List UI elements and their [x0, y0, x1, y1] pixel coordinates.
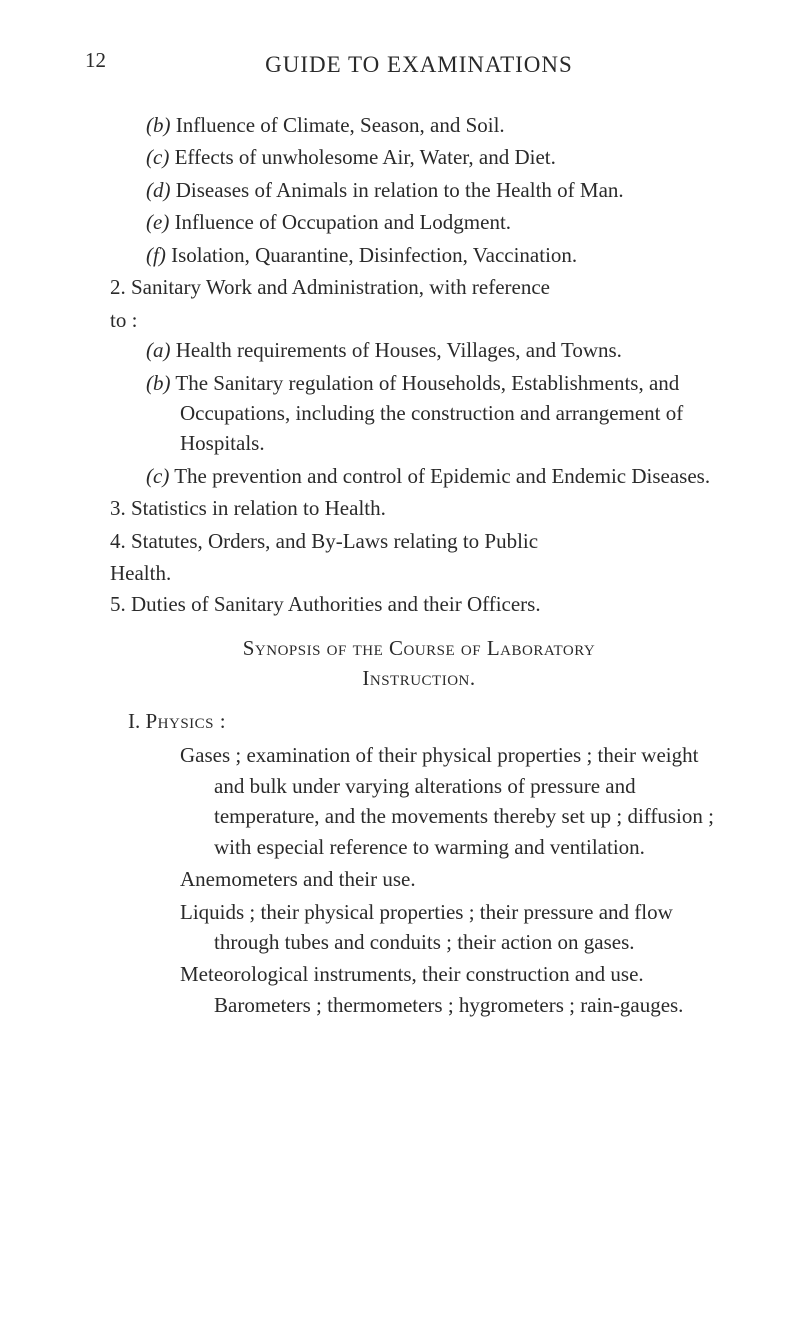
roman-label: I. — [128, 709, 140, 733]
item-label: (a) — [146, 338, 171, 362]
item-text: The Sanitary regulation of Households, E… — [175, 371, 683, 456]
paragraph: Anemometers and their use. — [110, 864, 728, 894]
item-label: 4. — [110, 529, 126, 553]
item-label: (f) — [146, 243, 166, 267]
paragraph: Meteorological instruments, their constr… — [110, 959, 728, 1020]
item-text: Diseases of Animals in relation to the H… — [176, 178, 624, 202]
item-label: (c) — [146, 464, 169, 488]
numbered-item: 4. Statutes, Orders, and By-Laws relatin… — [110, 526, 728, 556]
item-text: Isolation, Quarantine, Disinfection, Vac… — [171, 243, 577, 267]
numbered-item: 5. Duties of Sanitary Authorities and th… — [110, 589, 728, 619]
heading-line: Synopsis of the Course of Laboratory — [110, 633, 728, 663]
item-text: The prevention and control of Epidemic a… — [174, 464, 710, 488]
page-content: (b) Influence of Climate, Season, and So… — [110, 110, 728, 1020]
list-item: (a) Health requirements of Houses, Villa… — [110, 335, 728, 365]
paragraph: Liquids ; their physical properties ; th… — [110, 897, 728, 958]
item-label: 2. — [110, 275, 126, 299]
list-item: (c) The prevention and control of Epidem… — [110, 461, 728, 491]
item-text: Statutes, Orders, and By-Laws relating t… — [131, 529, 538, 553]
numbered-item: 2. Sanitary Work and Administration, wit… — [110, 272, 728, 302]
list-item: (e) Influence of Occupation and Lodgment… — [110, 207, 728, 237]
item-continuation: to : — [110, 305, 728, 335]
list-item: (f) Isolation, Quarantine, Disinfection,… — [110, 240, 728, 270]
list-item: (c) Effects of unwholesome Air, Water, a… — [110, 142, 728, 172]
item-text: Health requirements of Houses, Villages,… — [176, 338, 622, 362]
page-header: GUIDE TO EXAMINATIONS — [110, 52, 728, 78]
item-text: Sanitary Work and Administration, with r… — [131, 275, 550, 299]
item-continuation: Health. — [110, 558, 728, 588]
item-label: (e) — [146, 210, 169, 234]
item-label: 3. — [110, 496, 126, 520]
paragraph: Gases ; examination of their physical pr… — [110, 740, 728, 862]
item-label: (d) — [146, 178, 171, 202]
roman-section: I. Physics : — [110, 706, 728, 736]
item-text: Influence of Climate, Season, and Soil. — [176, 113, 505, 137]
item-label: (b) — [146, 113, 171, 137]
item-text: Statistics in relation to Health. — [131, 496, 386, 520]
section-heading: Synopsis of the Course of Laboratory Ins… — [110, 633, 728, 694]
item-text: Duties of Sanitary Authorities and their… — [131, 592, 541, 616]
list-item: (b) Influence of Climate, Season, and So… — [110, 110, 728, 140]
page-number: 12 — [85, 48, 106, 73]
item-label: 5. — [110, 592, 126, 616]
item-label: (c) — [146, 145, 169, 169]
item-text: Influence of Occupation and Lodgment. — [175, 210, 511, 234]
heading-line: Instruction. — [110, 663, 728, 693]
item-text: Effects of unwholesome Air, Water, and D… — [175, 145, 556, 169]
numbered-item: 3. Statistics in relation to Health. — [110, 493, 728, 523]
item-label: (b) — [146, 371, 171, 395]
roman-title: Physics : — [146, 709, 227, 733]
list-item: (b) The Sanitary regulation of Household… — [110, 368, 728, 459]
list-item: (d) Diseases of Animals in relation to t… — [110, 175, 728, 205]
